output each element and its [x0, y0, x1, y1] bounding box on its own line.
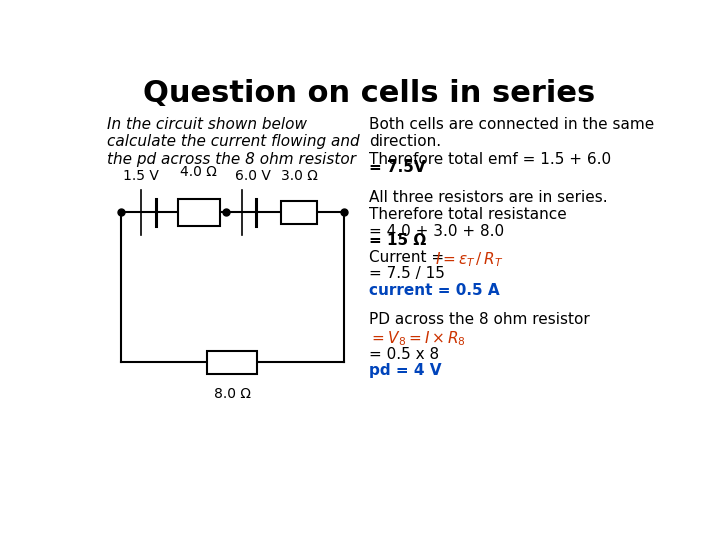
Bar	[207, 350, 258, 374]
Text: 4.0 Ω: 4.0 Ω	[181, 165, 217, 179]
Text: Current =: Current =	[369, 250, 449, 265]
Text: = 7.5V: = 7.5V	[369, 160, 426, 176]
Text: = 15 Ω: = 15 Ω	[369, 233, 426, 248]
Text: pd = 4 V: pd = 4 V	[369, 363, 441, 379]
Text: In the circuit shown below
calculate the current flowing and
the pd across the 8: In the circuit shown below calculate the…	[107, 117, 359, 166]
Text: All three resistors are in series.
Therefore total resistance
= 4.0 + 3.0 + 8.0: All three resistors are in series. There…	[369, 190, 608, 239]
Text: = 0.5 x 8: = 0.5 x 8	[369, 347, 439, 362]
Text: $I = \varepsilon_T\,/\,R_T$: $I = \varepsilon_T\,/\,R_T$	[435, 250, 503, 268]
Text: Question on cells in series: Question on cells in series	[143, 79, 595, 109]
Text: current = 0.5 A: current = 0.5 A	[369, 283, 500, 298]
Text: 6.0 V: 6.0 V	[235, 170, 271, 183]
Text: 8.0 Ω: 8.0 Ω	[214, 387, 251, 401]
Text: PD across the 8 ohm resistor: PD across the 8 ohm resistor	[369, 312, 590, 327]
Bar	[178, 199, 220, 226]
Text: Both cells are connected in the same
direction.
Therefore total emf = 1.5 + 6.0: Both cells are connected in the same dir…	[369, 117, 654, 166]
Text: = 7.5 / 15: = 7.5 / 15	[369, 266, 445, 281]
Text: $= V_8 = I \times R_8$: $= V_8 = I \times R_8$	[369, 329, 466, 348]
Bar	[281, 201, 318, 224]
Text: 1.5 V: 1.5 V	[124, 170, 159, 183]
Text: 3.0 Ω: 3.0 Ω	[281, 170, 318, 183]
